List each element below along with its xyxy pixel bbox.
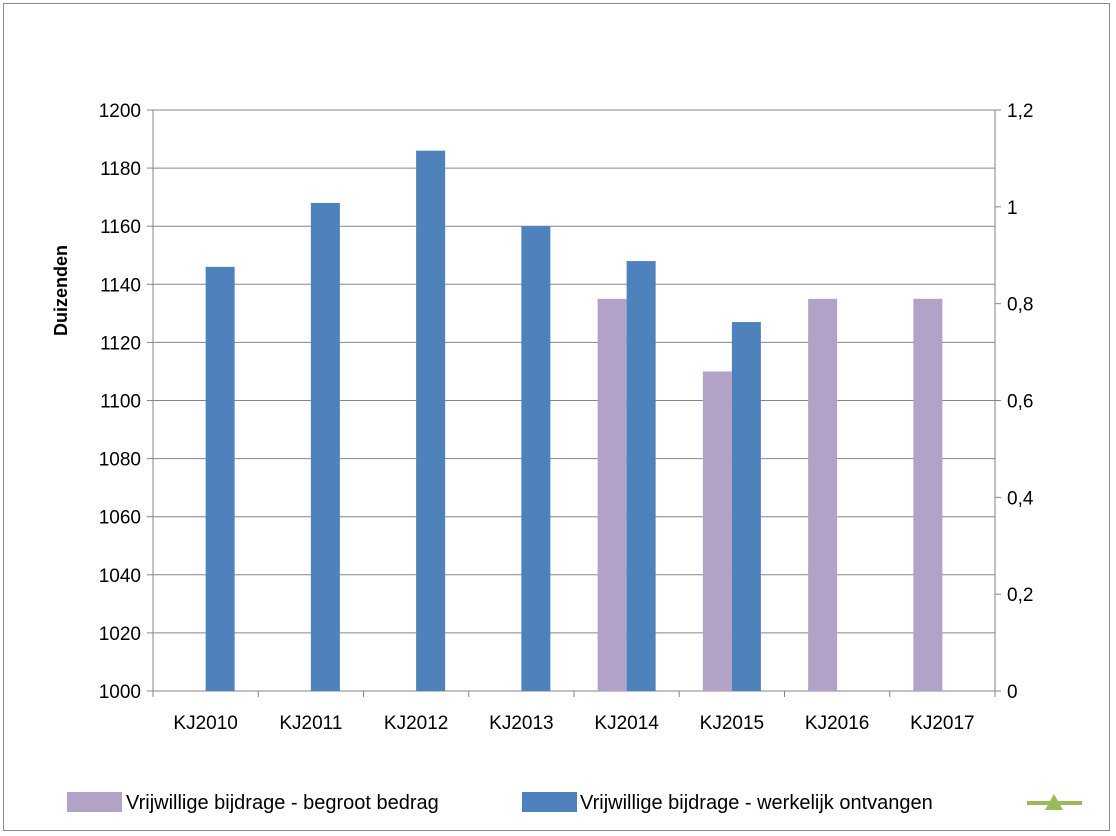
bar-begroot [597, 298, 627, 691]
y2-tick-label: 0,2 [1007, 585, 1033, 606]
y-tick-label: 1060 [99, 508, 141, 529]
bar-ontvangen [731, 322, 761, 691]
y-tick-label: 1200 [99, 101, 141, 122]
y-axis-title: Duizenden [51, 245, 71, 336]
legend-triangle-marker [1045, 794, 1063, 810]
bar-ontvangen [626, 261, 656, 691]
y-tick-label: 1020 [99, 624, 141, 645]
bar-begroot [913, 298, 943, 691]
y2-tick-label: 1,2 [1007, 101, 1033, 122]
y2-tick-label: 0,8 [1007, 295, 1033, 316]
y-tick-label: 1080 [99, 450, 141, 471]
y-tick-label: 1100 [100, 392, 141, 413]
y-tick-label: 1140 [100, 275, 141, 296]
bar-begroot [808, 298, 838, 691]
legend-swatch-begroot [67, 792, 122, 812]
bar-ontvangen [310, 202, 340, 691]
x-tick-label: KJ2014 [594, 713, 659, 734]
y-tick-label: 1120 [100, 333, 141, 354]
legend-swatch-ontvangen [522, 792, 577, 812]
y-tick-label: 1160 [100, 217, 141, 238]
legend-label-ontvangen: Vrijwillige bijdrage - werkelijk ontvang… [580, 792, 933, 814]
y2-tick-label: 0 [1007, 682, 1018, 703]
y-tick-label: 1040 [99, 566, 141, 587]
x-tick-label: KJ2011 [279, 713, 342, 734]
y2-tick-label: 1 [1007, 198, 1018, 219]
x-tick-label: KJ2017 [910, 713, 974, 734]
bar-ontvangen [205, 266, 235, 691]
x-tick-label: KJ2013 [489, 713, 553, 734]
bar-begroot [702, 371, 732, 691]
bar-ontvangen [521, 226, 551, 691]
y2-tick-label: 0,4 [1007, 488, 1034, 509]
x-tick-label: KJ2016 [805, 713, 869, 734]
x-tick-label: KJ2012 [384, 713, 448, 734]
y-tick-label: 1000 [99, 682, 141, 703]
bar-ontvangen [416, 150, 446, 692]
x-tick-label: KJ2010 [173, 713, 237, 734]
x-tick-label: KJ2015 [700, 713, 764, 734]
y-tick-label: 1180 [100, 159, 141, 180]
legend-label-begroot: Vrijwillige bijdrage - begroot bedrag [126, 792, 439, 814]
y2-tick-label: 0,6 [1007, 392, 1033, 413]
